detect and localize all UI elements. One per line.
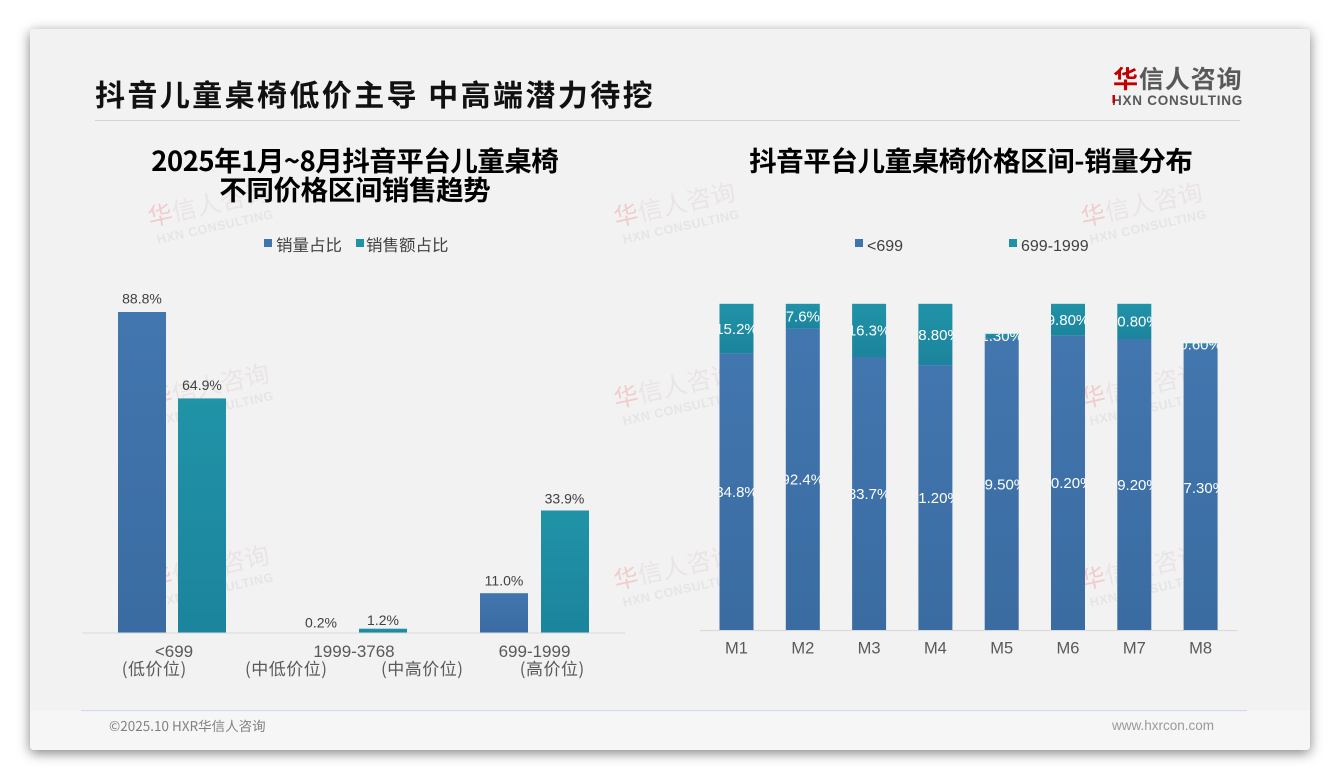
svg-text:699-1999: 699-1999 xyxy=(499,642,571,661)
svg-text:M6: M6 xyxy=(1057,640,1080,658)
svg-text:1.30%: 1.30% xyxy=(980,328,1023,345)
svg-text:33.9%: 33.9% xyxy=(545,491,585,507)
svg-text:92.4%: 92.4% xyxy=(782,472,825,489)
svg-text:M5: M5 xyxy=(990,640,1013,658)
svg-text:M1: M1 xyxy=(725,640,748,658)
svg-text:1999-3768: 1999-3768 xyxy=(313,642,394,661)
svg-text:0.60%: 0.60% xyxy=(1179,337,1222,354)
svg-text:89.20%: 89.20% xyxy=(1109,477,1160,494)
svg-text:1.2%: 1.2% xyxy=(367,612,399,628)
svg-text:81.20%: 81.20% xyxy=(910,490,961,507)
svg-text:M7: M7 xyxy=(1123,640,1146,658)
svg-text:90.20%: 90.20% xyxy=(1043,475,1094,492)
svg-text:88.8%: 88.8% xyxy=(122,291,162,307)
svg-text:HXN CONSULTING: HXN CONSULTING xyxy=(1112,93,1243,108)
svg-text:84.8%: 84.8% xyxy=(715,484,758,501)
svg-text:M2: M2 xyxy=(791,640,814,658)
svg-text:M3: M3 xyxy=(858,640,881,658)
svg-text:0.2%: 0.2% xyxy=(305,615,337,631)
svg-text:10.80%: 10.80% xyxy=(1109,314,1160,331)
svg-text:18.80%: 18.80% xyxy=(910,327,961,344)
svg-text:83.7%: 83.7% xyxy=(848,486,891,503)
svg-text:www.hxrcon.com: www.hxrcon.com xyxy=(1111,718,1214,733)
svg-text:<699: <699 xyxy=(155,642,193,661)
svg-text:87.30%: 87.30% xyxy=(1175,480,1226,497)
svg-text:M8: M8 xyxy=(1189,640,1212,658)
svg-text:64.9%: 64.9% xyxy=(182,377,222,393)
svg-text:699-1999: 699-1999 xyxy=(1021,238,1089,255)
svg-text:9.80%: 9.80% xyxy=(1047,312,1090,329)
svg-text:M4: M4 xyxy=(924,640,947,658)
svg-text:15.2%: 15.2% xyxy=(715,321,758,338)
svg-text:<699: <699 xyxy=(867,238,903,255)
svg-text:89.50%: 89.50% xyxy=(976,476,1027,493)
svg-text:7.6%: 7.6% xyxy=(786,308,820,325)
svg-text:11.0%: 11.0% xyxy=(485,573,524,589)
svg-text:16.3%: 16.3% xyxy=(848,323,891,340)
